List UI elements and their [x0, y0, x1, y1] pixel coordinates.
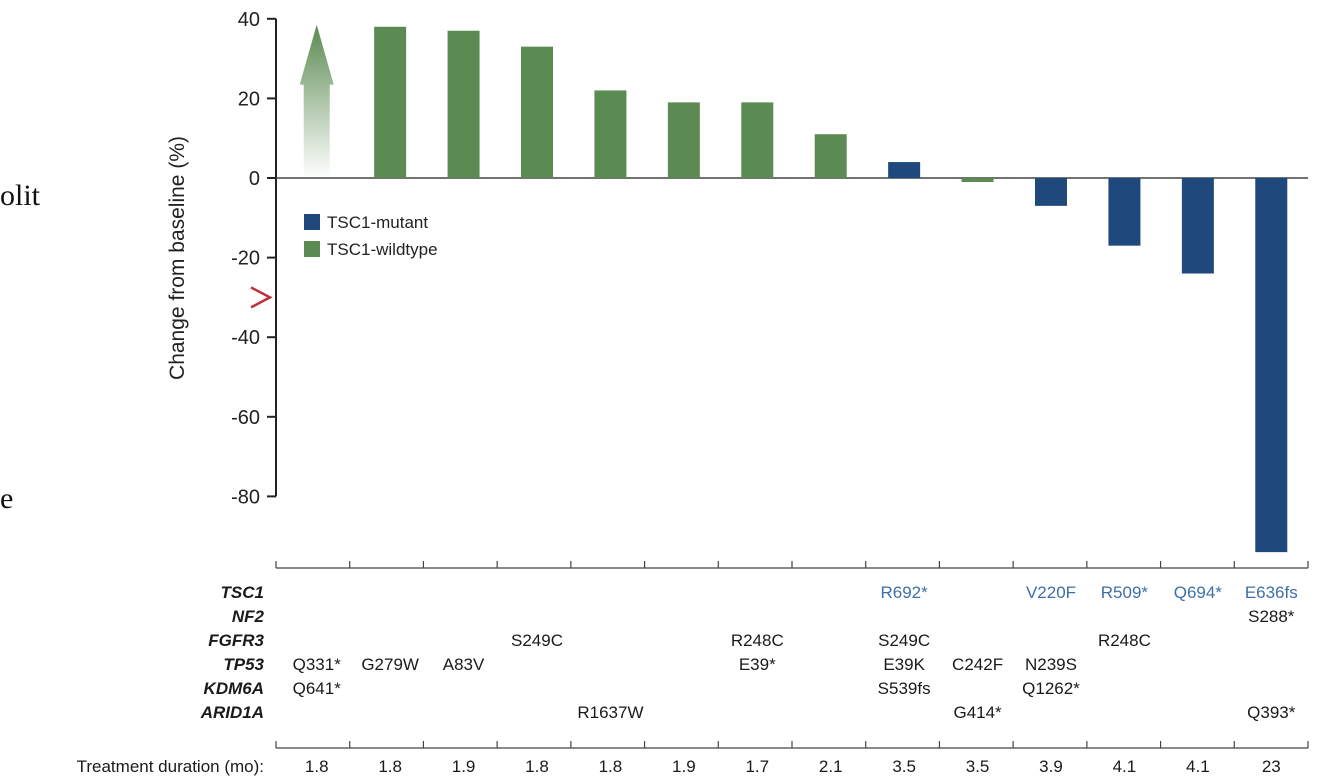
bottom-axis	[275, 561, 1309, 749]
mutation-label: A83V	[443, 655, 485, 674]
bar	[374, 26, 407, 179]
bar	[1035, 178, 1067, 206]
mutation-label: G414*	[953, 703, 1002, 722]
mutation-label: Q1262*	[1022, 679, 1080, 698]
mutation-label: E39*	[739, 655, 776, 674]
bar	[1108, 178, 1141, 246]
gene-name: KDM6A	[204, 679, 264, 698]
bar	[521, 46, 553, 178]
bar	[1255, 178, 1288, 553]
mutation-label: R692*	[881, 583, 929, 602]
duration-value: 1.8	[305, 757, 329, 776]
cut-text-1: olit	[0, 179, 41, 212]
mutation-label: E39K	[883, 655, 925, 674]
bar	[961, 178, 994, 182]
duration-value: 1.8	[378, 757, 402, 776]
duration-value: 3.5	[892, 757, 916, 776]
duration-row: Treatment duration (mo): 1.8 1.8 1.9 1.8 1.8 1…	[77, 757, 1281, 776]
duration-value: 4.1	[1113, 757, 1137, 776]
legend-label: TSC1-mutant	[327, 213, 428, 232]
y-tick-label: -40	[231, 327, 260, 349]
mutation-label: Q393*	[1247, 703, 1296, 722]
mutation-label: S288*	[1248, 607, 1295, 626]
duration-value: 1.9	[672, 757, 696, 776]
y-tick-label: -80	[231, 486, 260, 508]
gene-name: TP53	[223, 655, 264, 674]
mutation-label: N239S	[1025, 655, 1077, 674]
gene-name: TSC1	[221, 583, 264, 602]
bar	[1181, 178, 1214, 274]
duration-value: 1.8	[599, 757, 623, 776]
bars	[299, 24, 1288, 553]
y-tick-label: -60	[231, 407, 260, 429]
mutation-label: Q694*	[1174, 583, 1223, 602]
gene-name: NF2	[232, 607, 265, 626]
y-axis-title: Change from baseline (%)	[166, 136, 189, 380]
mutation-label: S249C	[511, 631, 563, 650]
threshold-marker-icon	[250, 286, 273, 309]
duration-value: 2.1	[819, 757, 843, 776]
y-tick-label: -20	[231, 248, 260, 270]
duration-value: 4.1	[1186, 757, 1210, 776]
bar-arrow	[299, 24, 334, 178]
bar	[741, 102, 774, 178]
bar	[888, 162, 921, 178]
mutation-label: R509*	[1101, 583, 1149, 602]
duration-value: 3.5	[966, 757, 990, 776]
mutation-label: R1637W	[577, 703, 643, 722]
gene-table: TSC1 R692* V220F R509* Q694* E636fs NF2 S288* FG…	[200, 583, 1298, 722]
duration-label: Treatment duration (mo):	[77, 757, 264, 776]
y-tick-label: 40	[238, 9, 260, 31]
bar	[594, 90, 627, 178]
legend: TSC1-mutant TSC1-wildtype	[304, 213, 438, 259]
bar	[447, 30, 480, 178]
duration-value: 1.7	[745, 757, 769, 776]
mutation-label: S249C	[878, 631, 930, 650]
mutation-label: S539fs	[878, 679, 931, 698]
y-tick-label: 0	[249, 168, 260, 190]
gene-name: FGFR3	[208, 631, 264, 650]
y-tick-label: 20	[238, 88, 260, 110]
mutation-label: V220F	[1026, 583, 1076, 602]
mutation-label: G279W	[361, 655, 419, 674]
mutation-label: R248C	[1098, 631, 1151, 650]
duration-value: 1.9	[452, 757, 476, 776]
bar	[667, 102, 700, 178]
mutation-label: R248C	[731, 631, 784, 650]
duration-value: 23	[1262, 757, 1281, 776]
cut-text-2: e	[0, 482, 13, 515]
duration-value: 1.8	[525, 757, 549, 776]
legend-label: TSC1-wildtype	[327, 240, 438, 259]
mutation-label: Q331*	[293, 655, 342, 674]
duration-value: 3.9	[1039, 757, 1063, 776]
legend-swatch	[304, 241, 320, 257]
mutation-label: Q641*	[293, 679, 342, 698]
bar	[814, 134, 847, 178]
mutation-label: E636fs	[1245, 583, 1298, 602]
mutation-label: C242F	[952, 655, 1003, 674]
legend-swatch	[304, 214, 320, 230]
gene-name: ARID1A	[200, 703, 264, 722]
